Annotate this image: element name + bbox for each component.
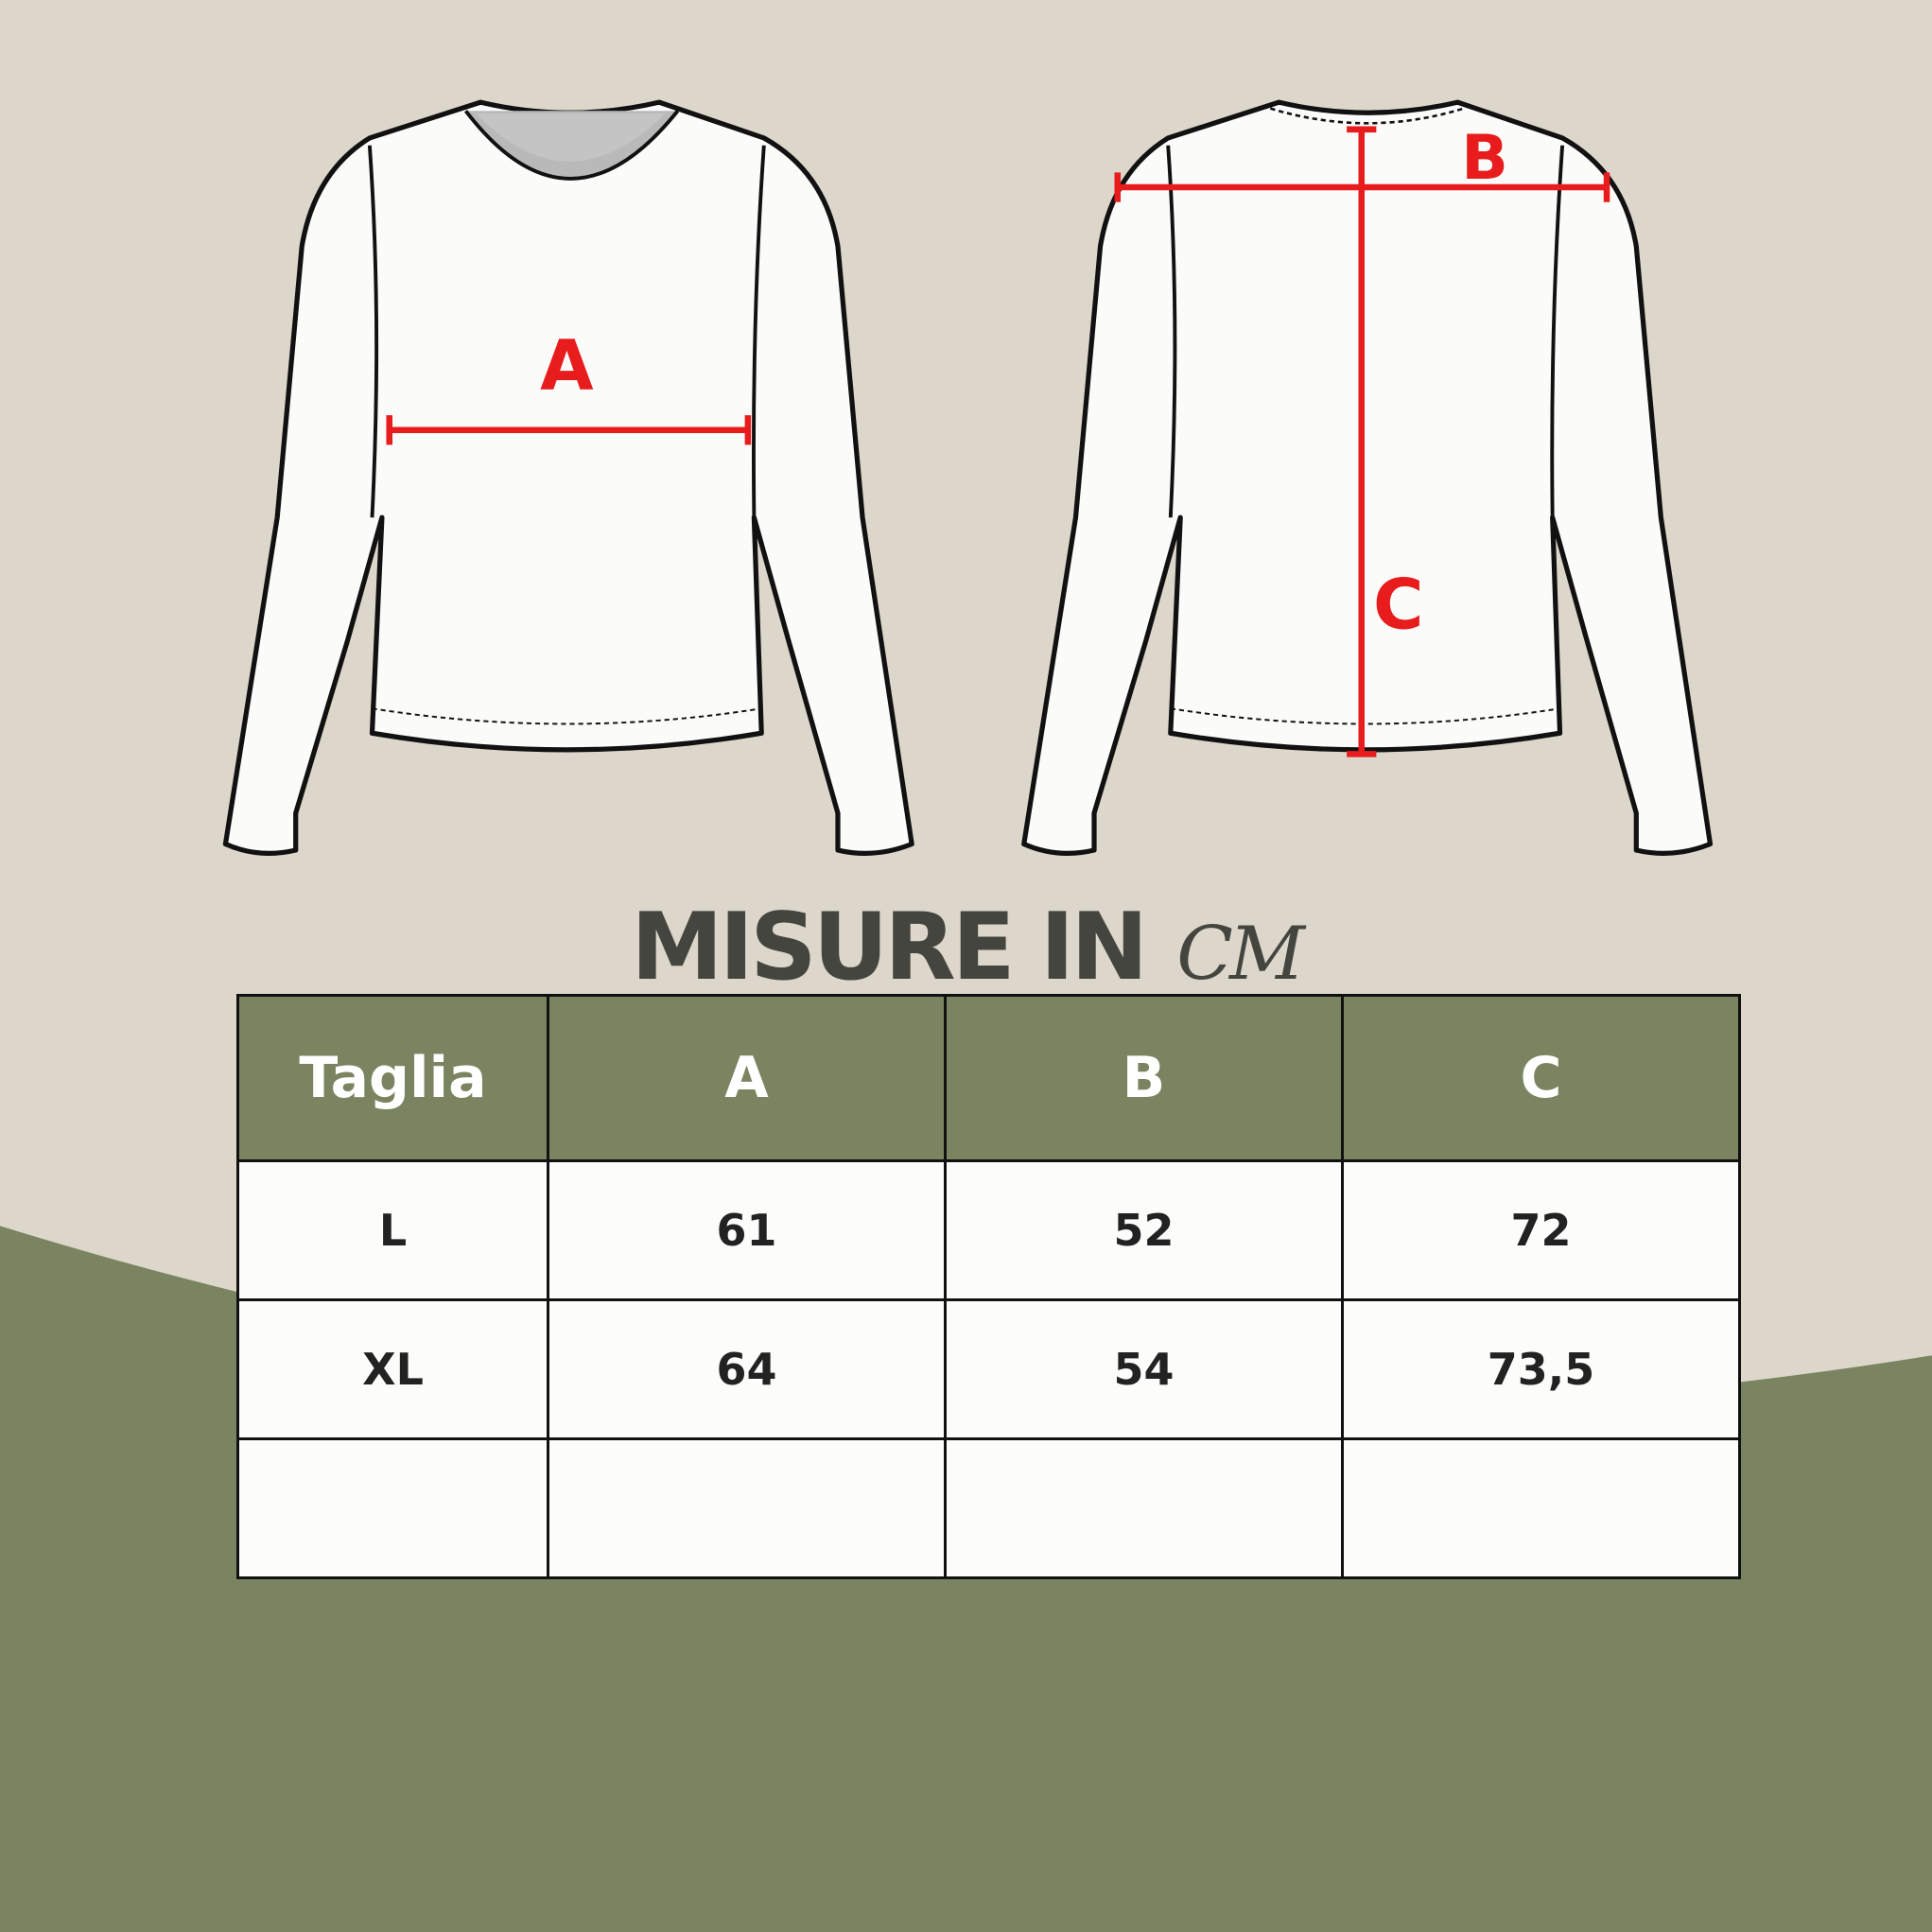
cell-c: [1341, 1437, 1741, 1579]
title-main: MISURE IN: [631, 894, 1148, 1001]
table-row: L 61 52 72: [236, 1159, 1741, 1301]
cell-size: XL: [236, 1298, 549, 1440]
cell-b: 54: [944, 1298, 1344, 1440]
header-taglia: Taglia: [236, 994, 549, 1162]
measure-line-a: [386, 415, 752, 445]
cell-a: 61: [547, 1159, 947, 1301]
cell-c: 73,5: [1341, 1298, 1741, 1440]
table-row: XL 64 54 73,5: [236, 1298, 1741, 1440]
table-row: [236, 1437, 1741, 1579]
cell-c: 72: [1341, 1159, 1741, 1301]
size-table: Taglia A B C L 61 52 72 XL 64 54 73,5: [236, 994, 1741, 1579]
measure-line-c: [1347, 126, 1377, 757]
cell-size: L: [236, 1159, 549, 1301]
page-title: MISURE IN CM: [0, 894, 1932, 1001]
title-unit: CM: [1176, 912, 1305, 997]
cell-a: [547, 1437, 947, 1579]
header-c: C: [1341, 994, 1741, 1162]
label-c: C: [1373, 565, 1424, 645]
table-header-row: Taglia A B C: [236, 994, 1741, 1162]
front-shirt-drawing: [222, 99, 914, 856]
label-a: A: [540, 326, 594, 407]
cell-a: 64: [547, 1298, 947, 1440]
header-b: B: [944, 994, 1344, 1162]
cell-b: [944, 1437, 1344, 1579]
cell-size: [236, 1437, 549, 1579]
cell-b: 52: [944, 1159, 1344, 1301]
header-a: A: [547, 994, 947, 1162]
label-b: B: [1461, 123, 1508, 194]
back-shirt-drawing: [1021, 99, 1714, 856]
